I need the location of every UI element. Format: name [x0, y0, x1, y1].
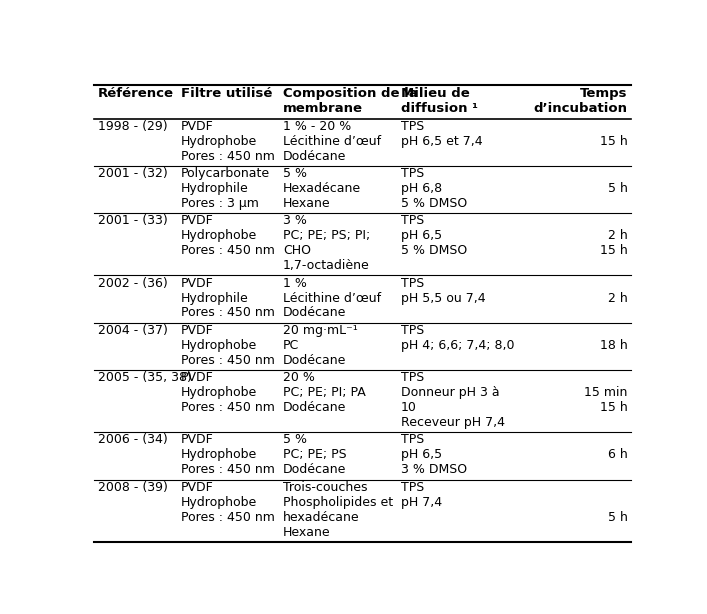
Text: Hydrophobe: Hydrophobe — [181, 495, 257, 508]
Text: PVDF: PVDF — [181, 277, 214, 290]
Text: 1 %: 1 % — [283, 277, 307, 290]
Text: TPS: TPS — [401, 324, 424, 337]
Text: 5 h: 5 h — [607, 511, 628, 524]
Text: TPS: TPS — [401, 120, 424, 133]
Text: 18 h: 18 h — [600, 339, 628, 352]
Text: Pores : 450 nm: Pores : 450 nm — [181, 511, 275, 524]
Text: PVDF: PVDF — [181, 433, 214, 446]
Text: 1,7-octadiène: 1,7-octadiène — [283, 259, 370, 272]
Text: PC; PE; PS: PC; PE; PS — [283, 448, 346, 461]
Text: pH 6,5: pH 6,5 — [401, 448, 442, 461]
Text: diffusion ¹: diffusion ¹ — [401, 102, 478, 115]
Text: Hydrophobe: Hydrophobe — [181, 339, 257, 352]
Text: hexadécane: hexadécane — [283, 511, 360, 524]
Text: Milieu de: Milieu de — [401, 87, 470, 99]
Text: membrane: membrane — [283, 102, 363, 115]
Text: TPS: TPS — [401, 167, 424, 180]
Text: Composition de la: Composition de la — [283, 87, 418, 99]
Text: Hexane: Hexane — [283, 526, 331, 538]
Text: TPS: TPS — [401, 481, 424, 494]
Text: 3 % DMSO: 3 % DMSO — [401, 464, 467, 476]
Text: 15 h: 15 h — [600, 134, 628, 148]
Text: CHO: CHO — [283, 244, 311, 257]
Text: Temps: Temps — [580, 87, 628, 99]
Text: 5 %: 5 % — [283, 167, 307, 180]
Text: 5 % DMSO: 5 % DMSO — [401, 244, 467, 257]
Text: pH 6,8: pH 6,8 — [401, 182, 442, 195]
Text: Hydrophobe: Hydrophobe — [181, 229, 257, 243]
Text: 5 h: 5 h — [607, 182, 628, 195]
Text: 6 h: 6 h — [608, 448, 628, 461]
Text: d’incubation: d’incubation — [534, 102, 628, 115]
Text: Pores : 450 nm: Pores : 450 nm — [181, 464, 275, 476]
Text: Hydrophobe: Hydrophobe — [181, 448, 257, 461]
Text: Hydrophile: Hydrophile — [181, 182, 249, 195]
Text: 15 h: 15 h — [600, 244, 628, 257]
Text: 20 mg·mL⁻¹: 20 mg·mL⁻¹ — [283, 324, 358, 337]
Text: Donneur pH 3 à: Donneur pH 3 à — [401, 386, 500, 399]
Text: 2008 - (39): 2008 - (39) — [98, 481, 168, 494]
Text: 2004 - (37): 2004 - (37) — [98, 324, 168, 337]
Text: Hydrophile: Hydrophile — [181, 292, 249, 305]
Text: TPS: TPS — [401, 277, 424, 290]
Text: Dodécane: Dodécane — [283, 401, 346, 414]
Text: Trois-couches: Trois-couches — [283, 481, 368, 494]
Text: Phospholipides et: Phospholipides et — [283, 495, 393, 508]
Text: PVDF: PVDF — [181, 481, 214, 494]
Text: 15 h: 15 h — [600, 401, 628, 414]
Text: Hexane: Hexane — [283, 197, 331, 210]
Text: Dodécane: Dodécane — [283, 150, 346, 163]
Text: pH 4; 6,6; 7,4; 8,0: pH 4; 6,6; 7,4; 8,0 — [401, 339, 515, 352]
Text: Filtre utilisé: Filtre utilisé — [181, 87, 272, 99]
Text: 2001 - (33): 2001 - (33) — [98, 214, 168, 227]
Text: 2002 - (36): 2002 - (36) — [98, 277, 168, 290]
Text: 1998 - (29): 1998 - (29) — [98, 120, 168, 133]
Text: Référence: Référence — [98, 87, 174, 99]
Text: Lécithine d’œuf: Lécithine d’œuf — [283, 292, 381, 305]
Text: PC: PC — [283, 339, 299, 352]
Text: 20 %: 20 % — [283, 371, 315, 384]
Text: Hydrophobe: Hydrophobe — [181, 134, 257, 148]
Text: PC; PE; PS; PI;: PC; PE; PS; PI; — [283, 229, 370, 243]
Text: PVDF: PVDF — [181, 324, 214, 337]
Text: 2005 - (35, 38): 2005 - (35, 38) — [98, 371, 192, 384]
Text: PVDF: PVDF — [181, 120, 214, 133]
Text: 5 %: 5 % — [283, 433, 307, 446]
Text: 1 % - 20 %: 1 % - 20 % — [283, 120, 351, 133]
Text: Pores : 450 nm: Pores : 450 nm — [181, 306, 275, 319]
Text: 3 %: 3 % — [283, 214, 307, 227]
Text: Polycarbonate: Polycarbonate — [181, 167, 270, 180]
Text: PVDF: PVDF — [181, 214, 214, 227]
Text: 2001 - (32): 2001 - (32) — [98, 167, 168, 180]
Text: Pores : 450 nm: Pores : 450 nm — [181, 244, 275, 257]
Text: Receveur pH 7,4: Receveur pH 7,4 — [401, 416, 505, 429]
Text: Dodécane: Dodécane — [283, 306, 346, 319]
Text: 5 % DMSO: 5 % DMSO — [401, 197, 467, 210]
Text: PC; PE; PI; PA: PC; PE; PI; PA — [283, 386, 366, 399]
Text: Pores : 450 nm: Pores : 450 nm — [181, 150, 275, 163]
Text: pH 6,5: pH 6,5 — [401, 229, 442, 243]
Text: Hydrophobe: Hydrophobe — [181, 386, 257, 399]
Text: Dodécane: Dodécane — [283, 354, 346, 367]
Text: 10: 10 — [401, 401, 417, 414]
Text: Pores : 450 nm: Pores : 450 nm — [181, 354, 275, 367]
Text: pH 7,4: pH 7,4 — [401, 495, 442, 508]
Text: pH 6,5 et 7,4: pH 6,5 et 7,4 — [401, 134, 483, 148]
Text: TPS: TPS — [401, 433, 424, 446]
Text: Hexadécane: Hexadécane — [283, 182, 361, 195]
Text: pH 5,5 ou 7,4: pH 5,5 ou 7,4 — [401, 292, 486, 305]
Text: Pores : 3 µm: Pores : 3 µm — [181, 197, 259, 210]
Text: 2006 - (34): 2006 - (34) — [98, 433, 168, 446]
Text: Pores : 450 nm: Pores : 450 nm — [181, 401, 275, 414]
Text: Lécithine d’œuf: Lécithine d’œuf — [283, 134, 381, 148]
Text: PVDF: PVDF — [181, 371, 214, 384]
Text: 2 h: 2 h — [608, 229, 628, 243]
Text: 2 h: 2 h — [608, 292, 628, 305]
Text: Dodécane: Dodécane — [283, 464, 346, 476]
Text: TPS: TPS — [401, 214, 424, 227]
Text: 15 min: 15 min — [584, 386, 628, 399]
Text: TPS: TPS — [401, 371, 424, 384]
